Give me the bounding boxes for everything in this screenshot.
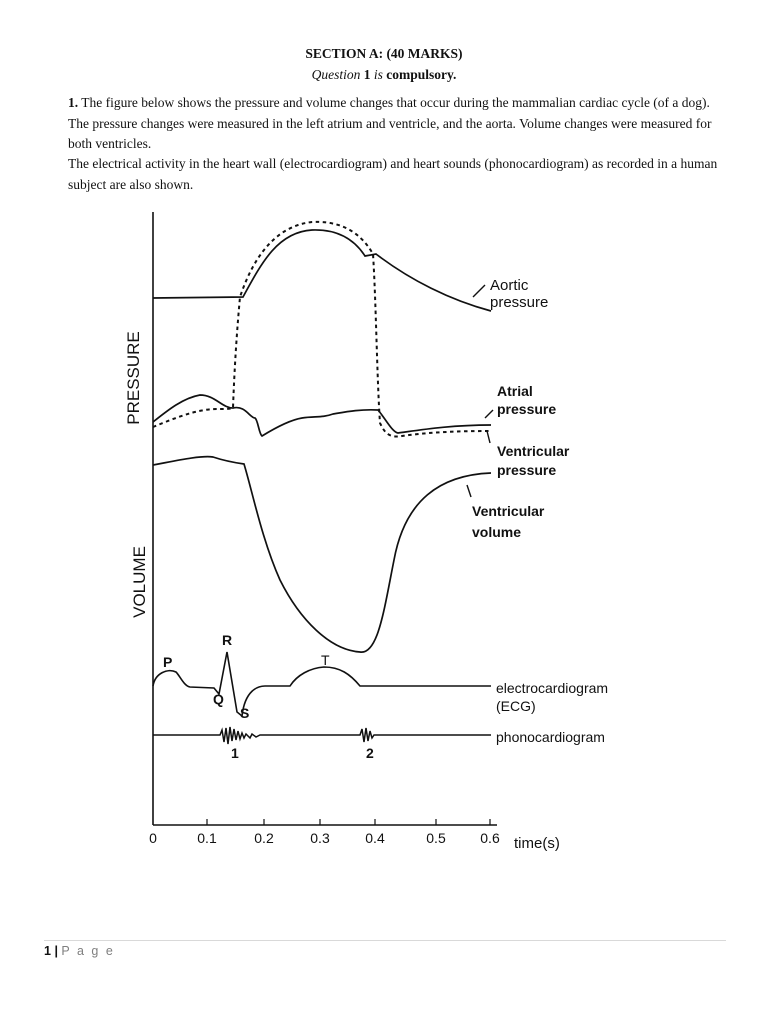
pressure-axis-label: PRESSURE	[124, 331, 143, 425]
atrial-pressure-curve	[152, 394, 492, 438]
question-word: Question	[311, 67, 361, 82]
question-subheading: Question 1 is compulsory.	[0, 67, 768, 83]
label-leader-lines	[466, 284, 494, 498]
volume-axis-label: VOLUME	[130, 546, 149, 618]
ecg-s-label: S	[240, 705, 249, 721]
question-index: 1.	[68, 95, 79, 110]
tick-0-5: 0.5	[426, 830, 446, 846]
ventricular-pressure-label-line1: Ventricular	[497, 443, 570, 459]
page-label: P a g e	[61, 944, 115, 958]
phonocardiogram-label: phonocardiogram	[496, 729, 605, 745]
heart-sound-2-label: 2	[366, 745, 374, 761]
atrial-label-line2: pressure	[497, 401, 556, 417]
tick-0-3: 0.3	[310, 830, 330, 846]
tick-0-2: 0.2	[254, 830, 274, 846]
ecg-t-label: T	[321, 652, 330, 668]
heart-sound-1-label: 1	[231, 745, 239, 761]
atrial-label-line1: Atrial	[497, 383, 533, 399]
ventricular-volume-curve	[152, 455, 492, 653]
ventricular-volume-label-line1: Ventricular	[472, 503, 545, 519]
section-heading: SECTION A: (40 MARKS)	[305, 46, 463, 61]
compulsory-word: compulsory.	[386, 67, 457, 82]
ecg-p-label: P	[163, 654, 172, 670]
ventricular-pressure-label-line2: pressure	[497, 462, 556, 478]
time-unit-label: time(s)	[514, 835, 560, 852]
tick-0-6: 0.6	[480, 830, 500, 846]
ecg-trace	[152, 651, 491, 718]
ventricular-volume-label-line2: volume	[472, 524, 521, 540]
page-number: 1	[44, 944, 51, 958]
aortic-label-line2: pressure	[490, 294, 548, 311]
ecg-r-label: R	[222, 632, 232, 648]
ecg-q-label: Q	[213, 691, 224, 707]
phonocardiogram-trace	[153, 726, 491, 745]
page-footer: 1 | P a g e	[44, 944, 115, 958]
tick-0: 0	[149, 830, 157, 846]
ecg-label-line2: (ECG)	[496, 698, 536, 714]
ecg-label-line1: electrocardiogram	[496, 680, 608, 696]
footer-divider	[44, 940, 726, 941]
tick-0-1: 0.1	[197, 830, 217, 846]
aortic-label-line1: Aortic	[490, 277, 529, 294]
question-paragraph-1: 1. The figure below shows the pressure a…	[68, 93, 728, 155]
tick-0-4: 0.4	[365, 830, 385, 846]
question-text-1: The figure below shows the pressure and …	[68, 95, 712, 151]
ventricular-pressure-dashed-curve	[152, 220, 492, 438]
question-number: 1	[363, 67, 371, 82]
x-axis-ticks	[206, 819, 491, 825]
is-word: is	[373, 67, 383, 82]
aortic-pressure-curve	[152, 229, 492, 312]
cardiac-cycle-figure: 0 0.1 0.2 0.3 0.4 0.5 0.6 time(s) PRESSU…	[124, 212, 608, 852]
page-separator: |	[54, 944, 58, 958]
question-paragraph-2: The electrical activity in the heart wal…	[68, 156, 718, 192]
